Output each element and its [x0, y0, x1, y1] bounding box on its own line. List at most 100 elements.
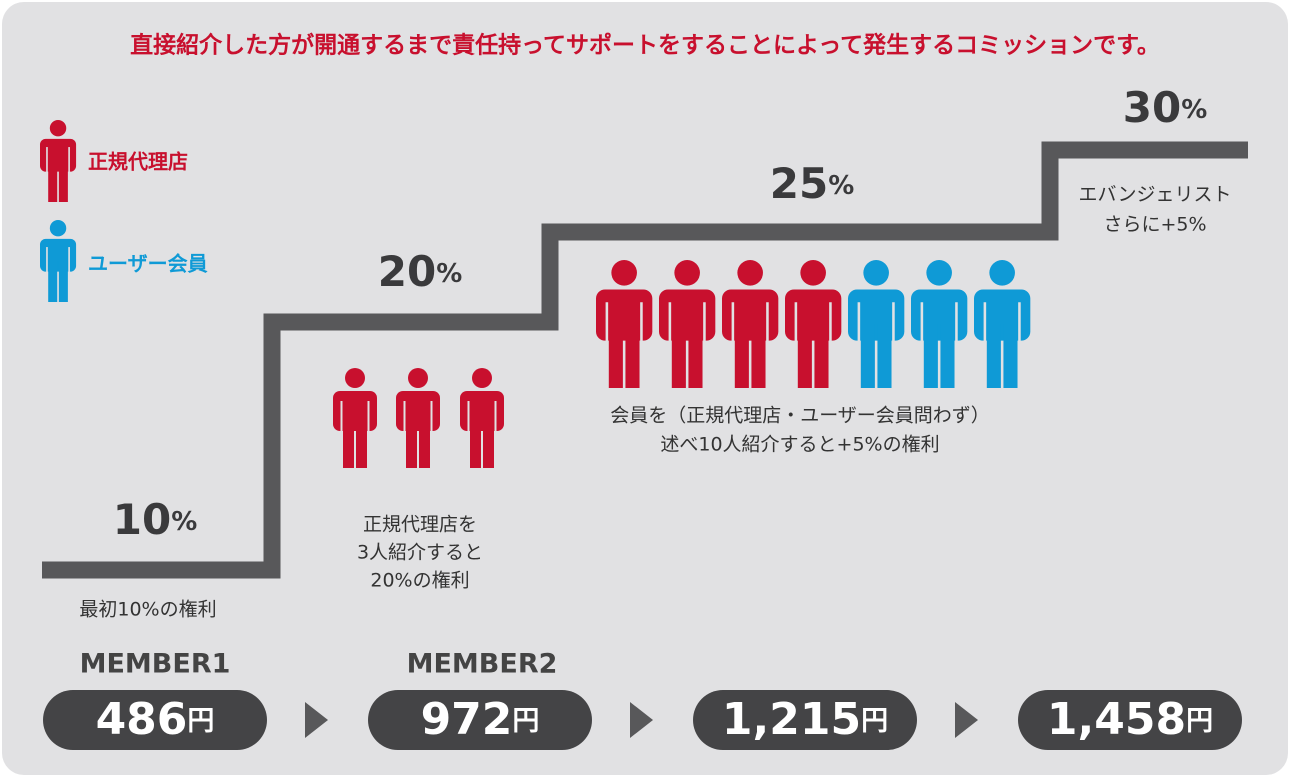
person-head	[737, 260, 763, 286]
person-leg	[923, 324, 938, 388]
person-body	[40, 138, 77, 172]
person-head	[472, 368, 492, 388]
person-icon	[848, 260, 905, 388]
person-leg	[877, 324, 892, 388]
person-head	[49, 220, 67, 237]
rate: 30%	[1123, 83, 1208, 132]
rate-unit: %	[1181, 95, 1207, 125]
price-amount: 1,215	[722, 694, 861, 745]
person-icon	[396, 368, 440, 468]
price-amount: 972	[421, 694, 513, 745]
person-leg	[940, 324, 955, 388]
person-head	[49, 120, 67, 137]
step-description: 最初10%の権利	[79, 599, 216, 621]
arrow	[305, 702, 328, 738]
person-leg	[419, 418, 430, 468]
step-description: 述べ10人紹介すると+5%の権利	[660, 434, 939, 456]
step-description: 会員を（正規代理店・ユーザー会員問わず）	[610, 405, 990, 427]
person-head	[408, 368, 428, 388]
price-amount: 486	[96, 694, 188, 745]
person-leg	[343, 418, 354, 468]
legend-label: ユーザー会員	[88, 252, 208, 276]
person-icon	[974, 260, 1031, 388]
person-head	[800, 260, 826, 286]
person-body	[596, 289, 653, 341]
person-leg	[48, 161, 58, 202]
person-head	[611, 260, 637, 286]
person-leg	[797, 324, 812, 388]
member-label: MEMBER1	[80, 649, 231, 680]
member-label: MEMBER2	[407, 649, 558, 680]
person-head	[926, 260, 952, 286]
arrow	[630, 702, 653, 738]
price: 1,215円	[722, 694, 888, 745]
person-icon	[659, 260, 716, 388]
person-leg	[814, 324, 829, 388]
person-body	[40, 238, 77, 272]
rate-number: 20	[378, 247, 436, 296]
price: 972円	[421, 694, 540, 745]
price-pill	[693, 690, 917, 750]
rate: 25%	[770, 159, 855, 208]
person-leg	[483, 418, 494, 468]
price-amount: 1,458	[1047, 694, 1186, 745]
person-leg	[356, 418, 367, 468]
person-body	[785, 289, 842, 341]
rate-unit: %	[436, 259, 462, 289]
price-pill	[43, 690, 267, 750]
person-icon	[460, 368, 504, 468]
person-body	[659, 289, 716, 341]
price-unit: 円	[512, 706, 539, 737]
person-body	[460, 391, 504, 431]
person-leg	[751, 324, 766, 388]
legend-label: 正規代理店	[88, 150, 188, 174]
person-icon	[40, 120, 77, 202]
person-leg	[688, 324, 703, 388]
step-description: さらに+5%	[1103, 214, 1206, 236]
price-unit: 円	[1186, 706, 1213, 737]
person-body	[396, 391, 440, 431]
rate: 10%	[113, 495, 198, 544]
person-leg	[671, 324, 686, 388]
person-icon	[40, 220, 77, 302]
person-body	[974, 289, 1031, 341]
person-icon	[911, 260, 968, 388]
person-leg	[734, 324, 749, 388]
price: 486円	[96, 694, 215, 745]
person-leg	[470, 418, 481, 468]
person-head	[674, 260, 700, 286]
person-head	[989, 260, 1015, 286]
person-leg	[48, 261, 58, 302]
rate-number: 30	[1123, 83, 1181, 132]
price-pill	[368, 690, 592, 750]
person-body	[333, 391, 377, 431]
person-leg	[625, 324, 640, 388]
step-description: 3人紹介すると	[357, 542, 483, 564]
rate-number: 25	[770, 159, 828, 208]
person-body	[848, 289, 905, 341]
arrow	[955, 702, 978, 738]
rate-unit: %	[171, 507, 197, 537]
price-unit: 円	[861, 706, 888, 737]
price-unit: 円	[187, 706, 214, 737]
rate-number: 10	[113, 495, 171, 544]
rate-unit: %	[828, 171, 854, 201]
person-icon	[785, 260, 842, 388]
person-leg	[406, 418, 417, 468]
person-icon	[722, 260, 779, 388]
person-leg	[986, 324, 1001, 388]
step-description: 20%の権利	[370, 570, 469, 592]
step-description: 正規代理店を	[363, 514, 477, 536]
rate: 20%	[378, 247, 463, 296]
person-head	[863, 260, 889, 286]
person-body	[722, 289, 779, 341]
step-description: エバンジェリスト	[1079, 184, 1232, 206]
person-icon	[333, 368, 377, 468]
price-pill	[1018, 690, 1242, 750]
person-leg	[1003, 324, 1018, 388]
person-head	[345, 368, 365, 388]
price: 1,458円	[1047, 694, 1213, 745]
person-icon	[596, 260, 653, 388]
